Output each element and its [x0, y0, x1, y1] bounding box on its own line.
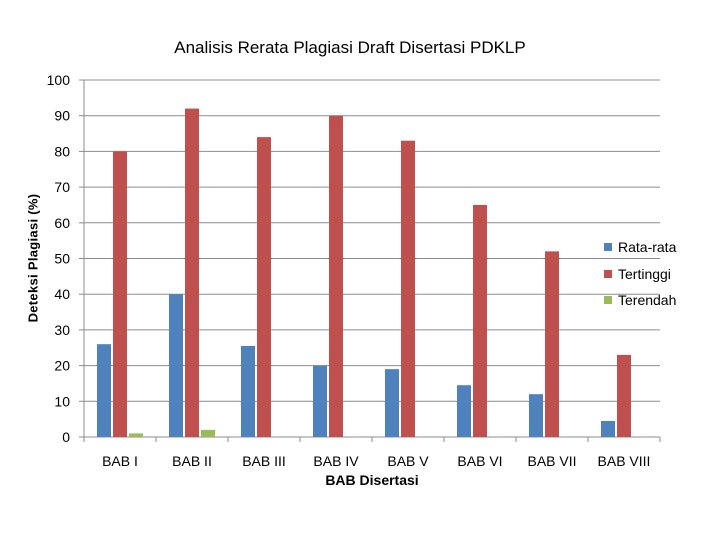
legend-swatch-tertinggi: [604, 269, 612, 278]
x-tick-label-bab-i: BAB I: [102, 453, 138, 469]
x-tick-label-bab-vii: BAB VII: [527, 453, 576, 469]
bar-tertinggi-bab-viii: [617, 354, 631, 437]
y-tick-label-80: 80: [54, 143, 70, 159]
bar-tertinggi-bab-vii: [545, 251, 559, 437]
bar-rata-rata-bab-viii: [601, 420, 615, 437]
bar-rata-rata-bab-i: [97, 344, 111, 437]
bar-rata-rata-bab-ii: [169, 294, 183, 437]
x-tick-label-bab-vi: BAB VI: [457, 453, 502, 469]
x-tick-label-bab-viii: BAB VIII: [598, 453, 651, 469]
y-tick-label-40: 40: [54, 286, 70, 302]
legend-item-rata-rata: Rata-rata: [604, 234, 676, 261]
legend: Rata-rata Tertinggi Terendah: [604, 234, 676, 314]
y-tick-label-50: 50: [54, 251, 70, 267]
x-tick-label-bab-ii: BAB II: [172, 453, 212, 469]
legend-item-terendah: Terendah: [604, 287, 676, 314]
legend-label-tertinggi: Tertinggi: [618, 265, 671, 282]
y-tick-label-0: 0: [62, 429, 70, 445]
bar-rata-rata-bab-v: [385, 369, 399, 437]
bar-tertinggi-bab-iv: [329, 115, 343, 437]
x-tick-label-bab-iii: BAB III: [242, 453, 286, 469]
y-tick-label-100: 100: [47, 72, 71, 88]
chart-title: Analisis Rerata Plagiasi Draft Disertasi…: [174, 38, 526, 57]
legend-item-tertinggi: Tertinggi: [604, 261, 676, 288]
y-tick-label-70: 70: [54, 179, 70, 195]
x-tick-label-bab-v: BAB V: [387, 453, 429, 469]
y-tick-label-30: 30: [54, 322, 70, 338]
bar-tertinggi-bab-vi: [473, 204, 487, 437]
legend-label-rata-rata: Rata-rata: [618, 239, 677, 256]
legend-swatch-terendah: [604, 296, 612, 305]
bar-tertinggi-bab-iii: [257, 137, 271, 437]
y-tick-label-10: 10: [54, 393, 70, 409]
x-axis-label: BAB Disertasi: [325, 472, 419, 488]
bar-rata-rata-bab-iv: [313, 365, 327, 437]
legend-label-terendah: Terendah: [618, 292, 677, 309]
bar-tertinggi-bab-i: [113, 151, 127, 437]
bar-rata-rata-bab-iii: [241, 345, 255, 437]
bar-terendah-bab-ii: [201, 429, 215, 437]
y-tick-label-90: 90: [54, 108, 70, 124]
bar-terendah-bab-i: [129, 433, 143, 437]
legend-swatch-rata-rata: [604, 243, 612, 252]
bar-rata-rata-bab-vii: [529, 394, 543, 437]
y-tick-label-20: 20: [54, 358, 70, 374]
bar-tertinggi-bab-v: [401, 140, 415, 437]
bar-tertinggi-bab-ii: [185, 108, 199, 437]
y-tick-label-60: 60: [54, 215, 70, 231]
x-tick-label-bab-iv: BAB IV: [313, 453, 359, 469]
bar-rata-rata-bab-vi: [457, 385, 471, 437]
